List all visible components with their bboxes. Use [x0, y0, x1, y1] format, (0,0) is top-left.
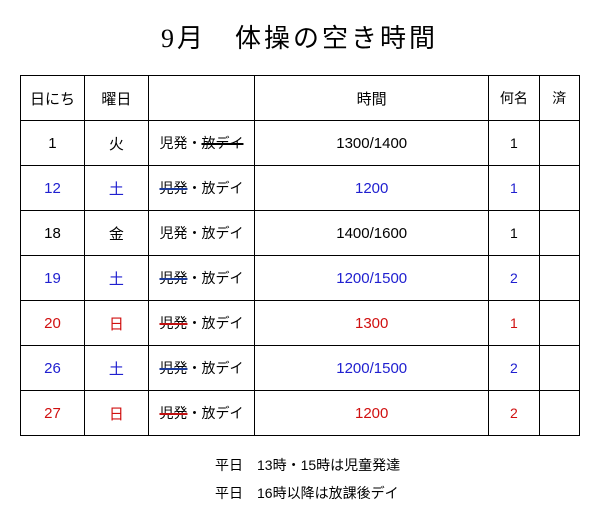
type-b: 放デイ	[201, 405, 243, 421]
type-a: 児発	[159, 315, 187, 331]
notes-section: 平日 13時・15時は児童発達 平日 16時以降は放課後デイ	[20, 451, 579, 507]
type-b: 放デイ	[201, 135, 243, 151]
cell-date: 20	[21, 301, 85, 346]
cell-time: 1200/1500	[255, 256, 489, 301]
cell-day: 日	[84, 391, 148, 436]
cell-type: 児発・放デイ	[148, 256, 254, 301]
header-day: 曜日	[84, 76, 148, 121]
cell-time: 1300/1400	[255, 121, 489, 166]
cell-time: 1400/1600	[255, 211, 489, 256]
table-body: 1火児発・放デイ1300/1400112土児発・放デイ1200118金児発・放デ…	[21, 121, 580, 436]
cell-done	[539, 256, 580, 301]
cell-day: 日	[84, 301, 148, 346]
type-a: 児発	[159, 135, 187, 151]
header-count: 何名	[489, 76, 539, 121]
cell-time: 1200	[255, 391, 489, 436]
type-a: 児発	[159, 225, 187, 241]
type-a: 児発	[159, 405, 187, 421]
cell-day: 金	[84, 211, 148, 256]
header-type	[148, 76, 254, 121]
type-a: 児発	[159, 270, 187, 286]
table-row: 19土児発・放デイ1200/15002	[21, 256, 580, 301]
cell-date: 1	[21, 121, 85, 166]
cell-day: 土	[84, 256, 148, 301]
table-row: 26土児発・放デイ1200/15002	[21, 346, 580, 391]
type-b: 放デイ	[201, 225, 243, 241]
cell-type: 児発・放デイ	[148, 211, 254, 256]
note-line-1: 平日 13時・15時は児童発達	[215, 451, 579, 479]
type-b: 放デイ	[201, 180, 243, 196]
header-done: 済	[539, 76, 580, 121]
cell-count: 2	[489, 256, 539, 301]
cell-type: 児発・放デイ	[148, 301, 254, 346]
cell-done	[539, 346, 580, 391]
cell-count: 2	[489, 346, 539, 391]
cell-date: 12	[21, 166, 85, 211]
cell-date: 26	[21, 346, 85, 391]
type-b: 放デイ	[201, 315, 243, 331]
cell-done	[539, 391, 580, 436]
note-line-2: 平日 16時以降は放課後デイ	[215, 479, 579, 507]
cell-count: 1	[489, 121, 539, 166]
cell-time: 1200/1500	[255, 346, 489, 391]
table-header-row: 日にち 曜日 時間 何名 済	[21, 76, 580, 121]
header-time: 時間	[255, 76, 489, 121]
cell-date: 19	[21, 256, 85, 301]
cell-count: 1	[489, 301, 539, 346]
cell-done	[539, 121, 580, 166]
page-title: 9月 体操の空き時間	[20, 18, 579, 55]
cell-done	[539, 211, 580, 256]
type-a: 児発	[159, 180, 187, 196]
cell-time: 1300	[255, 301, 489, 346]
cell-day: 土	[84, 166, 148, 211]
cell-count: 1	[489, 211, 539, 256]
cell-type: 児発・放デイ	[148, 346, 254, 391]
cell-type: 児発・放デイ	[148, 391, 254, 436]
cell-date: 27	[21, 391, 85, 436]
type-a: 児発	[159, 360, 187, 376]
cell-done	[539, 301, 580, 346]
cell-day: 火	[84, 121, 148, 166]
table-row: 20日児発・放デイ13001	[21, 301, 580, 346]
header-date: 日にち	[21, 76, 85, 121]
cell-time: 1200	[255, 166, 489, 211]
cell-date: 18	[21, 211, 85, 256]
type-b: 放デイ	[201, 270, 243, 286]
table-row: 27日児発・放デイ12002	[21, 391, 580, 436]
cell-done	[539, 166, 580, 211]
cell-type: 児発・放デイ	[148, 166, 254, 211]
schedule-table: 日にち 曜日 時間 何名 済 1火児発・放デイ1300/1400112土児発・放…	[20, 75, 580, 436]
table-row: 1火児発・放デイ1300/14001	[21, 121, 580, 166]
cell-count: 1	[489, 166, 539, 211]
table-row: 18金児発・放デイ1400/16001	[21, 211, 580, 256]
cell-type: 児発・放デイ	[148, 121, 254, 166]
cell-day: 土	[84, 346, 148, 391]
cell-count: 2	[489, 391, 539, 436]
table-row: 12土児発・放デイ12001	[21, 166, 580, 211]
type-b: 放デイ	[201, 360, 243, 376]
